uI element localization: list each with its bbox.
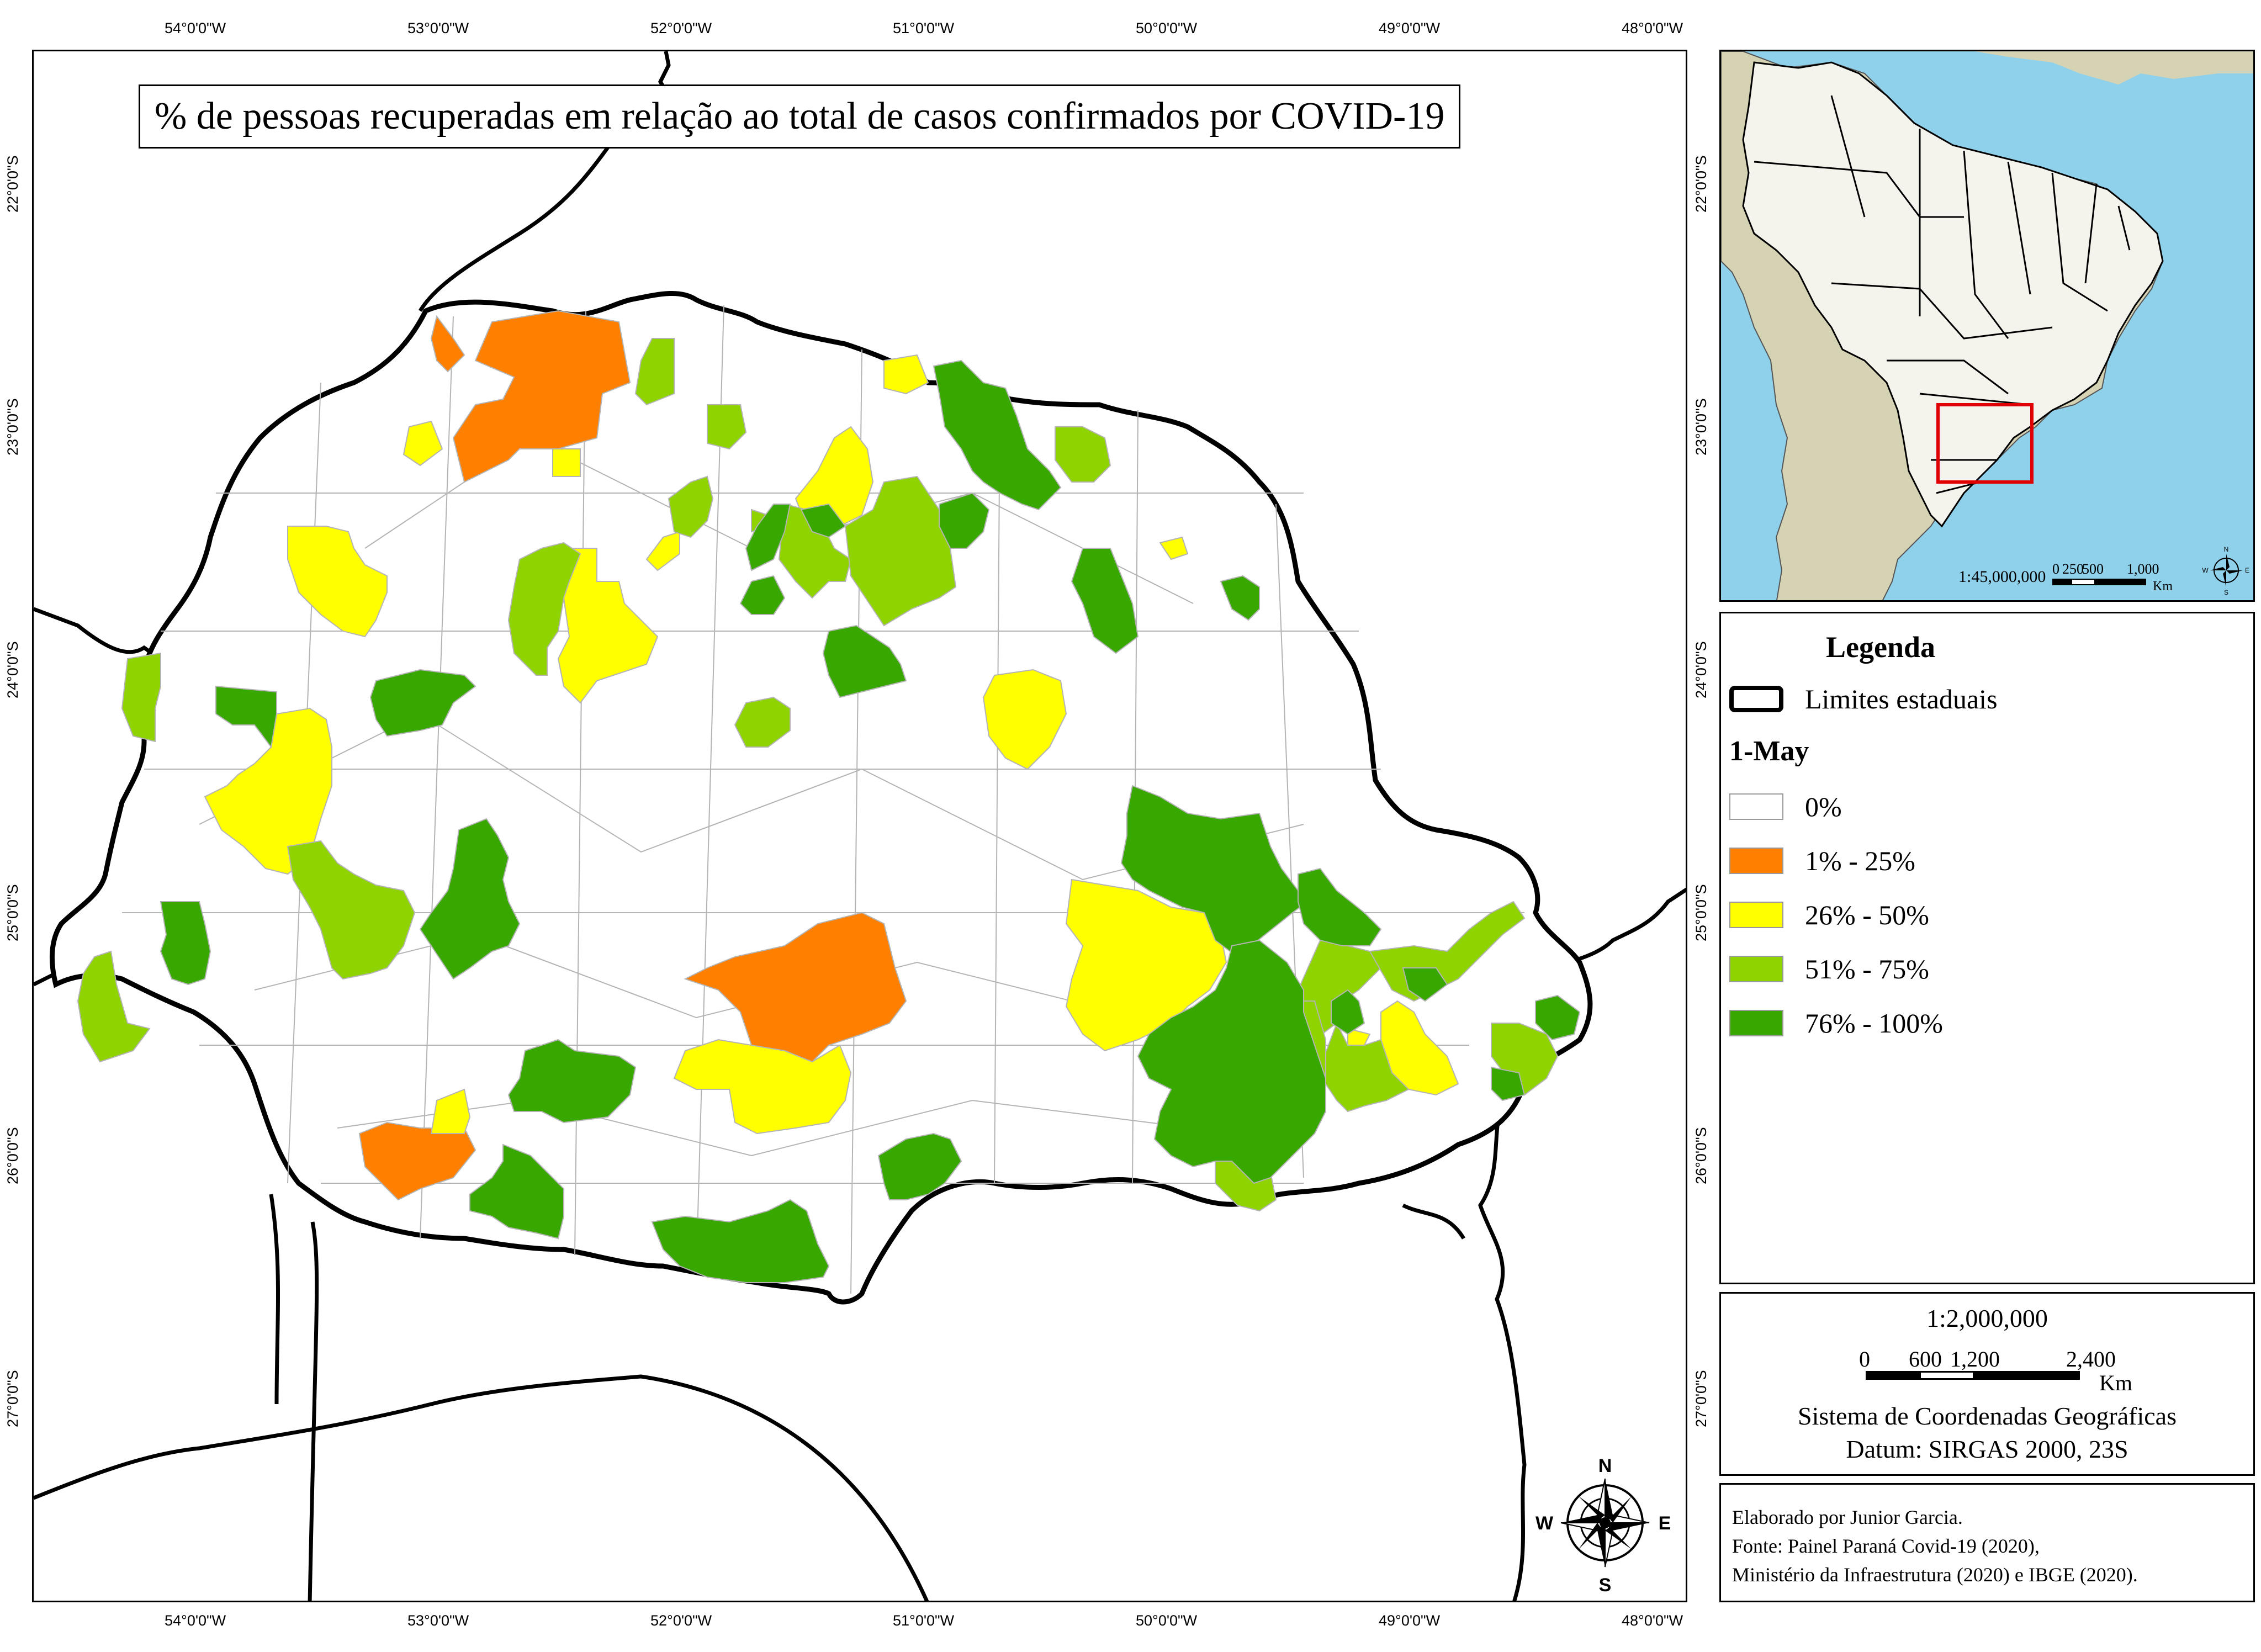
south-america-inset: 0 250 500 1,000 Km N S E W (1721, 51, 2253, 600)
latitude-label: 23°0'0"S (1693, 398, 1709, 456)
latitude-label: 27°0'0"S (1693, 1370, 1709, 1427)
map-title: % de pessoas recuperadas em relação ao t… (139, 84, 1461, 149)
scale-ratio: 1:2,000,000 (1926, 1304, 2048, 1332)
parana-locator-box (1936, 403, 2034, 484)
longitude-label: 51°0'0"W (893, 20, 955, 36)
class-51-75 (77, 338, 1559, 1212)
compass-east-label: E (1659, 1513, 1671, 1534)
inset-scale-ratio: 1:45,000,000 (1958, 568, 2046, 586)
longitude-label: 49°0'0"W (1379, 20, 1441, 36)
longitude-label: 48°0'0"W (1622, 20, 1683, 36)
class-26-50 (204, 354, 1459, 1135)
longitude-label: 54°0'0"W (165, 1612, 226, 1629)
inset-compass-w: W (2202, 566, 2209, 574)
scale-unit: Km (2099, 1370, 2132, 1395)
longitude-label: 50°0'0"W (1136, 20, 1198, 36)
legend-date: 1-May (1729, 735, 1809, 767)
longitude-label: 53°0'0"W (407, 1612, 469, 1629)
inset-compass-s: S (2224, 589, 2228, 596)
legend-swatch (1729, 848, 1783, 874)
legend-label: 0% (1805, 791, 1842, 822)
legend-swatch (1729, 956, 1783, 982)
latitude-label: 26°0'0"S (4, 1127, 21, 1184)
legend-swatch (1729, 1010, 1783, 1036)
legend-label: 51% - 75% (1805, 954, 1929, 984)
credits-panel: Elaborado por Junior Garcia. Fonte: Pain… (1719, 1483, 2255, 1602)
longitude-label: 48°0'0"W (1622, 1612, 1683, 1629)
scale-tick: 2,400 (2066, 1347, 2116, 1372)
class-1-25 (358, 310, 907, 1201)
longitude-label: 51°0'0"W (893, 1612, 955, 1629)
latitude-label: 22°0'0"S (1693, 155, 1709, 213)
legend-label: Limites estaduais (1805, 684, 1998, 714)
credit-source: Fonte: Painel Paraná Covid-19 (2020), (1732, 1535, 2040, 1557)
credit-author: Elaborado por Junior Garcia. (1732, 1506, 1963, 1528)
latitude-label: 25°0'0"S (1693, 884, 1709, 941)
compass-north-label: N (1598, 1455, 1612, 1476)
longitude-label: 52°0'0"W (650, 1612, 712, 1629)
coordinate-system: Sistema de Coordenadas Geográficas (1798, 1402, 2177, 1430)
latitude-label: 24°0'0"S (4, 641, 21, 698)
brazil (1742, 61, 2164, 528)
inset-locator-map[interactable]: 0 250 500 1,000 Km N S E W 1:45,000,000 (1719, 50, 2255, 602)
legend-title: Legenda (1826, 631, 1936, 664)
north-arrow-compass: N S E W (1535, 1455, 1671, 1596)
longitude-label: 54°0'0"W (165, 20, 226, 36)
latitude-label: 25°0'0"S (4, 884, 21, 941)
legend-label: 1% - 25% (1805, 845, 1915, 876)
legend-label: 76% - 100% (1805, 1008, 1943, 1039)
longitude-label: 53°0'0"W (407, 20, 469, 36)
latitude-label: 23°0'0"S (4, 398, 21, 456)
latitude-label: 22°0'0"S (4, 155, 21, 213)
inset-compass-n: N (2224, 546, 2229, 553)
inset-compass-e: E (2245, 566, 2249, 574)
south-america-land (1721, 51, 2253, 84)
compass-west-label: W (1535, 1513, 1554, 1534)
longitude-label: 50°0'0"W (1136, 1612, 1198, 1629)
scale-tick: 1,200 (1950, 1347, 2000, 1372)
scale-panel: 1:2,000,000 0 600 1,200 2,400 Km Sistema… (1719, 1292, 2255, 1476)
latitude-label: 26°0'0"S (1693, 1127, 1709, 1184)
inset-scale-tick: 0 (2052, 561, 2059, 577)
legend-swatch (1729, 902, 1783, 928)
datum: Datum: SIRGAS 2000, 23S (1846, 1435, 2128, 1463)
inset-compass: N S E W (2202, 546, 2249, 596)
credit-source: Ministério da Infraestrutura (2020) e IB… (1732, 1564, 2138, 1586)
latitude-label: 24°0'0"S (1693, 641, 1709, 698)
brazil-state-borders (1754, 95, 2131, 494)
scale-tick: 600 (1909, 1347, 1942, 1372)
longitude-label: 49°0'0"W (1379, 1612, 1441, 1629)
legend-swatch-state-limits (1729, 686, 1783, 712)
legend-swatch (1729, 793, 1783, 820)
latitude-label: 27°0'0"S (4, 1370, 21, 1427)
inset-scale-tick: 500 (2082, 561, 2104, 577)
scale-tick: 0 (1859, 1347, 1870, 1372)
compass-south-label: S (1599, 1575, 1612, 1596)
inset-scale-tick: 250 (2062, 561, 2084, 577)
inset-scale-unit: Km (2153, 579, 2173, 594)
inset-scale-tick: 1,000 (2127, 561, 2159, 577)
scale-bar (1866, 1371, 2080, 1380)
legend-label: 26% - 50% (1805, 899, 1929, 930)
class-76-100 (160, 359, 1581, 1283)
inset-scale-bar: 0 250 500 1,000 Km (2052, 561, 2173, 594)
parana-choropleth: N S E W (34, 51, 1686, 1601)
legend-panel: Legenda Limites estaduais 1-May 0% 1% - … (1719, 612, 2255, 1284)
longitude-label: 52°0'0"W (650, 20, 712, 36)
main-map[interactable]: N S E W % de pessoas recuperadas em rela… (32, 50, 1687, 1602)
